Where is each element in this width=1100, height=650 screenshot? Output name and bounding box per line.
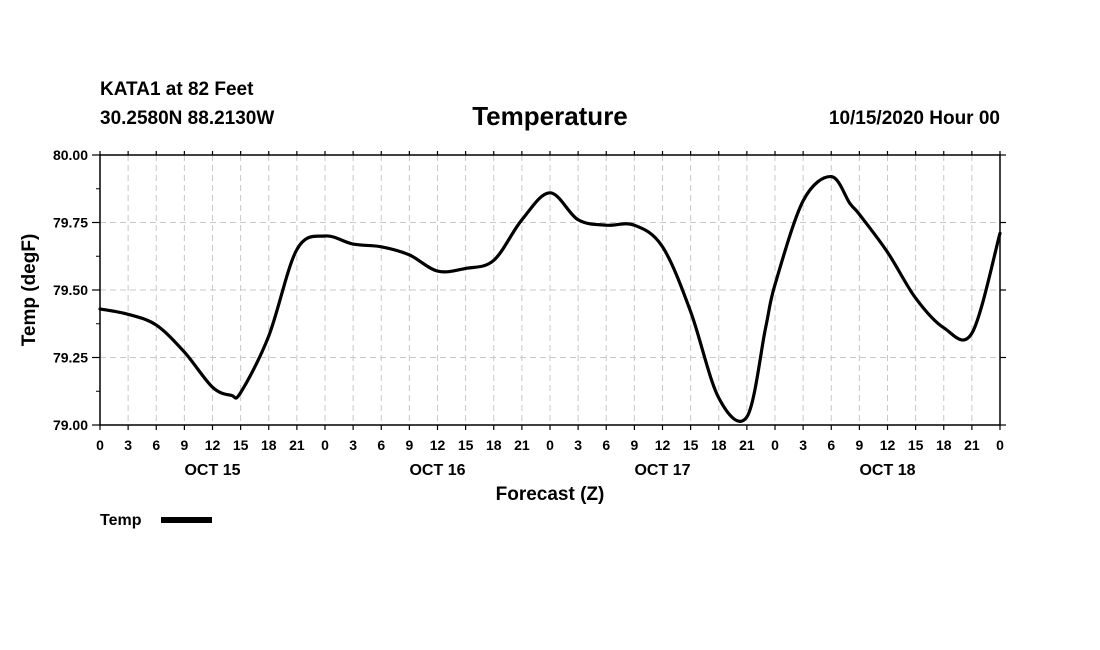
y-tick-label: 79.00 [53, 417, 88, 433]
y-tick-label: 79.50 [53, 282, 88, 298]
x-axis-title: Forecast (Z) [496, 484, 605, 505]
x-tick-label: 15 [683, 437, 699, 453]
chart-title: Temperature [472, 101, 628, 131]
x-tick-label: 15 [233, 437, 249, 453]
temp-series-line [98, 175, 1002, 423]
day-label: OCT 15 [184, 462, 240, 479]
x-tick-label: 9 [405, 437, 413, 453]
x-tick-label: 9 [180, 437, 188, 453]
x-tick-label: 18 [261, 437, 277, 453]
day-label: OCT 18 [859, 462, 915, 479]
y-axis: 79.00 79.25 79.50 79.75 80.00 [53, 147, 1006, 433]
legend-label: Temp [100, 512, 142, 529]
x-tick-label: 0 [771, 437, 779, 453]
y-tick-label: 79.75 [53, 215, 88, 231]
x-tick-label: 15 [458, 437, 474, 453]
day-label: OCT 17 [634, 462, 690, 479]
x-tick-label: 0 [996, 437, 1004, 453]
x-tick-label: 18 [936, 437, 952, 453]
x-tick-label: 3 [799, 437, 807, 453]
plot-frame [99, 154, 1001, 426]
x-tick-label: 12 [205, 437, 221, 453]
legend-swatch [161, 517, 212, 523]
x-tick-label: 0 [321, 437, 329, 453]
x-tick-label: 3 [574, 437, 582, 453]
coordinates-label: 30.2580N 88.2130W [100, 108, 274, 129]
x-tick-label: 6 [827, 437, 835, 453]
grid-lines [100, 155, 1000, 425]
y-tick-label: 80.00 [53, 147, 88, 163]
x-tick-label: 21 [289, 437, 305, 453]
x-tick-label: 12 [655, 437, 671, 453]
x-tick-label: 0 [96, 437, 104, 453]
day-labels: OCT 15 OCT 16 OCT 17 OCT 18 [184, 462, 915, 479]
x-tick-label: 0 [546, 437, 554, 453]
x-tick-label: 6 [602, 437, 610, 453]
x-tick-label: 18 [711, 437, 727, 453]
x-tick-label: 15 [908, 437, 924, 453]
x-tick-label: 21 [514, 437, 530, 453]
x-tick-label: 21 [964, 437, 980, 453]
x-tick-label: 12 [430, 437, 446, 453]
x-tick-label: 6 [377, 437, 385, 453]
legend: Temp [100, 512, 212, 529]
x-tick-label: 3 [124, 437, 132, 453]
x-tick-label: 18 [486, 437, 502, 453]
x-tick-label: 3 [349, 437, 357, 453]
run-time-label: 10/15/2020 Hour 00 [829, 108, 1000, 129]
x-tick-label: 21 [739, 437, 755, 453]
y-axis-title: Temp (degF) [19, 234, 40, 347]
x-axis: 0 3 6 9 12 15 18 21 0 3 6 9 12 15 18 21 0 3 6 9 12 15 18 21 0 3 6 9… [96, 151, 1004, 453]
day-label: OCT 16 [409, 462, 465, 479]
x-tick-label: 9 [630, 437, 638, 453]
station-label: KATA1 at 82 Feet [100, 79, 254, 100]
x-tick-label: 12 [880, 437, 896, 453]
y-tick-label: 79.25 [53, 350, 88, 366]
x-tick-label: 6 [152, 437, 160, 453]
x-tick-label: 9 [855, 437, 863, 453]
